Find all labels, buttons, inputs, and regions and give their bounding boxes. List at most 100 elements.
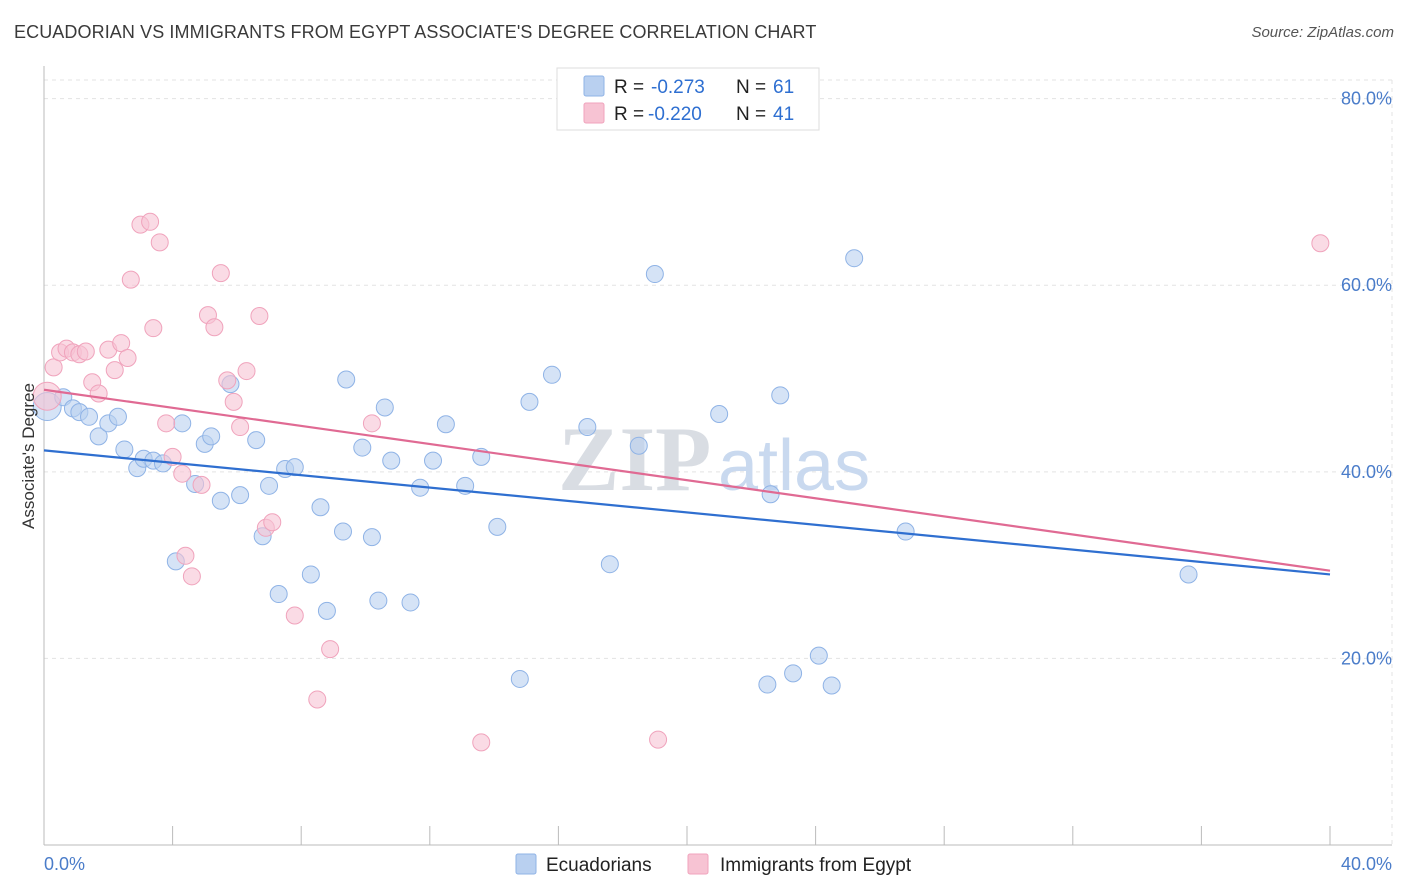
- legend-n-value: 61: [773, 77, 794, 98]
- ecuadorian-point: [629, 436, 648, 455]
- egypt-point: [211, 264, 230, 283]
- ecuadorian-point: [353, 438, 372, 457]
- ecuadorian-point: [436, 415, 455, 434]
- ecuadorian-point: [317, 601, 336, 620]
- y-tick-label: 20.0%: [1341, 648, 1392, 668]
- ecuadorian-trend-line: [43, 449, 1331, 576]
- ecuadorian-point: [333, 522, 352, 541]
- egypt-point: [76, 342, 95, 361]
- legend-r-value: -0.220: [648, 104, 702, 125]
- ecuadorian-point: [301, 565, 320, 584]
- ecuadorian-point: [784, 664, 803, 683]
- ecuadorian-point: [424, 451, 443, 470]
- ecuadorian-point: [822, 676, 841, 695]
- bottom-legend-swatch-ecuadorians: [515, 853, 537, 875]
- egypt-point: [472, 733, 491, 752]
- bottom-legend: Ecuadorians Immigrants from Egypt: [515, 853, 912, 876]
- ecuadorian-point: [488, 517, 507, 536]
- egypt-point: [308, 690, 327, 709]
- ecuadorian-point: [761, 485, 780, 504]
- ecuadorian-point: [542, 365, 561, 384]
- egypt-point: [157, 414, 176, 433]
- ecuadorian-point: [771, 386, 790, 405]
- egypt-point: [285, 606, 304, 625]
- egypt-point: [89, 384, 108, 403]
- bottom-legend-swatch-egypt: [687, 853, 709, 875]
- ecuadorian-point: [231, 486, 250, 505]
- egypt-point: [182, 567, 201, 586]
- egypt-point: [205, 318, 224, 337]
- x-tick-label: 0.0%: [44, 854, 85, 874]
- ecuadorian-point: [600, 555, 619, 574]
- egypt-point: [218, 371, 237, 390]
- legend-r-label: R =: [614, 104, 644, 125]
- egypt-point: [649, 730, 668, 749]
- chart-title: ECUADORIAN VS IMMIGRANTS FROM EGYPT ASSO…: [14, 22, 817, 42]
- y-tick-labels: 20.0% 40.0% 60.0% 80.0%: [1341, 89, 1392, 669]
- ecuadorian-point: [520, 392, 539, 411]
- ecuadorian-point: [809, 646, 828, 665]
- egypt-point: [362, 414, 381, 433]
- y-axis-label: Associate's Degree: [19, 383, 38, 529]
- y-tick-label: 40.0%: [1341, 462, 1392, 482]
- egypt-point: [141, 212, 160, 231]
- egypt-point: [192, 475, 211, 494]
- ecuadorian-point: [115, 440, 134, 459]
- ecuadorian-point: [369, 591, 388, 610]
- egypt-point: [173, 464, 192, 483]
- bottom-legend-egypt: Immigrants from Egypt: [720, 855, 912, 876]
- egypt-point: [121, 270, 140, 289]
- ecuadorian-point: [89, 427, 108, 446]
- egypt-point: [105, 361, 124, 380]
- ecuadorian-point: [845, 249, 864, 268]
- ecuadorian-point: [1179, 565, 1198, 584]
- axes: [43, 66, 1392, 846]
- ecuadorian-point: [260, 476, 279, 495]
- egypt-point: [263, 513, 282, 532]
- x-tick-labels: 0.0% 40.0%: [44, 854, 1392, 874]
- egypt-trend-line: [43, 388, 1331, 572]
- ecuadorian-point: [80, 407, 99, 426]
- watermark: ZIP atlas: [558, 408, 870, 510]
- ecuadorian-point: [211, 491, 230, 510]
- legend-r-label: R =: [614, 77, 644, 98]
- egypt-point: [237, 362, 256, 381]
- ecuadorian-point: [202, 427, 221, 446]
- trend-lines: [43, 388, 1331, 576]
- ecuadorian-point: [311, 498, 330, 517]
- egypt-point: [321, 640, 340, 659]
- ecuadorian-point: [578, 418, 597, 437]
- ecuadorian-point: [401, 593, 420, 612]
- egypt-point: [176, 546, 195, 565]
- legend-n-value: 41: [773, 104, 794, 125]
- y-tick-label: 60.0%: [1341, 275, 1392, 295]
- ecuadorian-point: [510, 669, 529, 688]
- egypt-point: [231, 418, 250, 437]
- ecuadorian-point: [173, 414, 192, 433]
- egypt-point: [112, 334, 131, 353]
- ecuadorian-point: [710, 404, 729, 423]
- egypt-point: [118, 349, 137, 368]
- legend-r-value: -0.273: [651, 77, 705, 98]
- legend-swatch-ecuadorians: [583, 75, 605, 97]
- legend-n-label: N =: [736, 77, 766, 98]
- ecuadorian-point: [645, 265, 664, 284]
- ecuadorian-point: [362, 528, 381, 547]
- ecuadorian-point: [375, 398, 394, 417]
- ecuadorian-point: [337, 370, 356, 389]
- x-tick-label: 40.0%: [1341, 854, 1392, 874]
- legend-n-label: N =: [736, 104, 766, 125]
- egypt-point: [144, 319, 163, 338]
- egypt-point: [224, 392, 243, 411]
- ecuadorian-point: [896, 522, 915, 541]
- egypt-point: [1311, 234, 1330, 253]
- ecuadorian-point: [382, 451, 401, 470]
- egypt-point: [150, 233, 169, 252]
- ecuadorian-point: [269, 585, 288, 604]
- source-note: Source: ZipAtlas.com: [1251, 24, 1394, 41]
- egypt-point: [250, 307, 269, 326]
- ecuadorian-point: [758, 675, 777, 694]
- egypt-point: [32, 381, 62, 411]
- ecuadorian-point: [108, 407, 127, 426]
